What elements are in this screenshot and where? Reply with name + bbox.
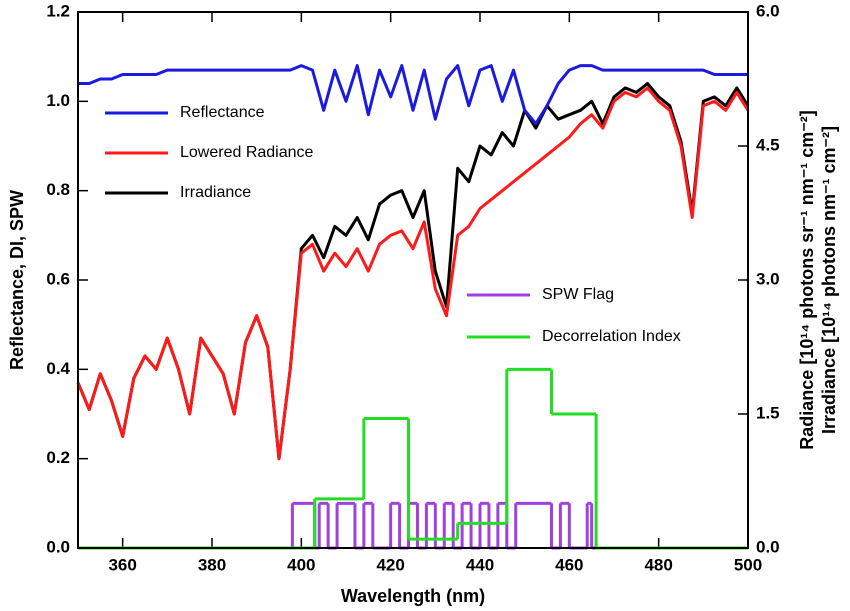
y-tick-label: 1.0 [46, 91, 70, 110]
y2-tick-label: 1.5 [756, 403, 780, 422]
series-line [78, 64, 748, 126]
x-tick-label: 500 [734, 555, 762, 574]
legend-label: Decorrelation Index [542, 328, 681, 345]
legend-label: Irradiance [180, 184, 251, 201]
y2-axis-label: Irradiance [10¹⁴ photons nm⁻¹ cm⁻²] [819, 126, 839, 434]
y-tick-label: 0.2 [46, 448, 70, 467]
y-tick-label: 0.4 [46, 359, 70, 378]
y2-tick-label: 3.0 [756, 269, 780, 288]
series-line [76, 82, 750, 461]
y2-tick-label: 4.5 [756, 135, 780, 154]
x-tick-label: 400 [287, 555, 315, 574]
x-tick-label: 420 [376, 555, 404, 574]
y-tick-label: 0.6 [46, 269, 70, 288]
y-axis-label: Reflectance, DI, SPW [7, 190, 27, 370]
series-line [76, 86, 750, 461]
x-tick-label: 480 [644, 555, 672, 574]
y-tick-label: 1.2 [46, 1, 70, 20]
plot-frame [77, 11, 749, 549]
y2-tick-label: 6.0 [756, 1, 780, 20]
x-tick-label: 440 [466, 555, 494, 574]
y2-tick-label: 0.0 [756, 537, 780, 556]
x-tick-label: 360 [108, 555, 136, 574]
y2-axis-label: Radiance [10¹⁴ photons sr⁻¹ nm⁻¹ cm⁻²] [797, 110, 817, 449]
x-axis-label: Wavelength (nm) [341, 586, 485, 606]
x-tick-label: 460 [555, 555, 583, 574]
legend-label: Lowered Radiance [180, 144, 314, 161]
y-tick-label: 0.8 [46, 180, 70, 199]
legend-label: Reflectance [180, 104, 265, 121]
x-tick-label: 380 [198, 555, 226, 574]
legend-label: SPW Flag [542, 286, 614, 303]
y-tick-label: 0.0 [46, 537, 70, 556]
